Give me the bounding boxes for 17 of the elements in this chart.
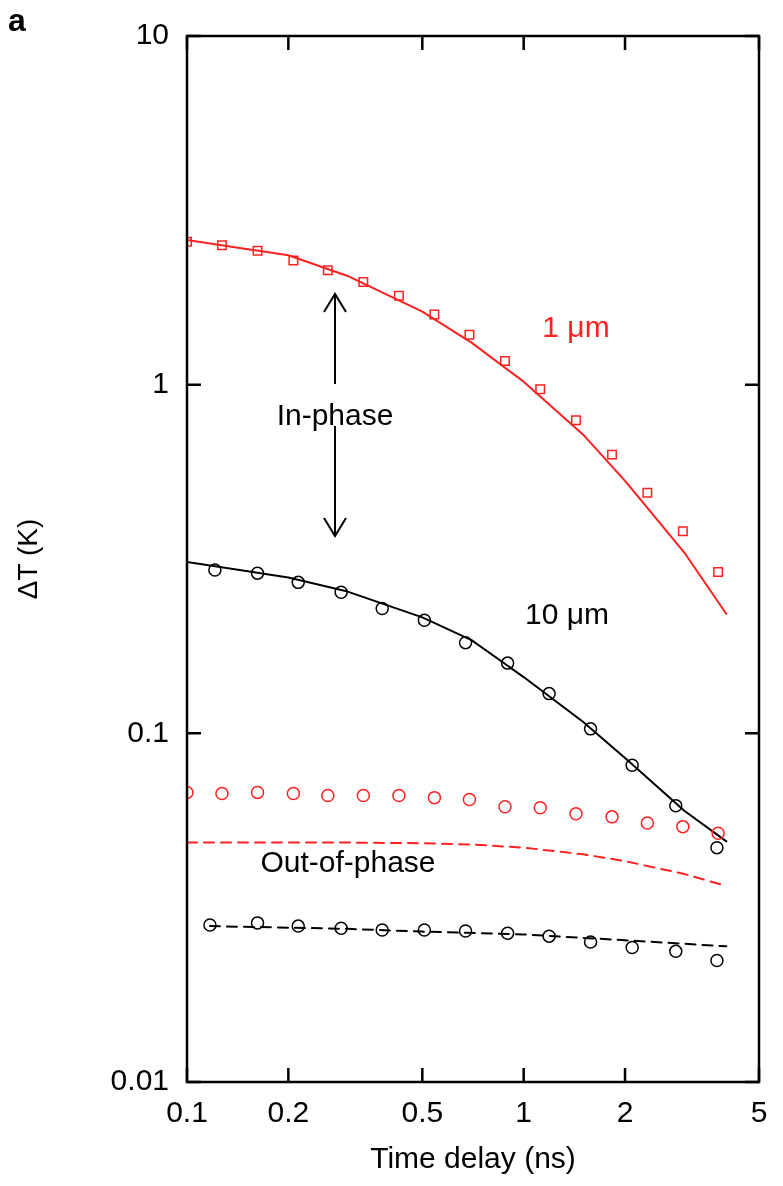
y-tick-label: 10 — [135, 17, 169, 51]
x-axis-title: Time delay (ns) — [370, 1141, 576, 1175]
y-tick-label: 1 — [152, 365, 169, 399]
annotation: Out-of-phase — [260, 844, 436, 880]
text: a — [8, 2, 26, 38]
y-tick-label: 0.1 — [127, 714, 169, 748]
x-tick-label: 0.2 — [267, 1095, 310, 1129]
x-tick-label: 0.5 — [401, 1095, 444, 1129]
x-tick-label: 0.1 — [166, 1095, 208, 1129]
x-tick-label: 2 — [616, 1095, 634, 1129]
series-label: 1 μm — [542, 309, 610, 343]
x-tick-label: 5 — [750, 1095, 768, 1129]
series-label: 10 μm — [525, 596, 610, 630]
y-tick-label: 0.01 — [110, 1063, 169, 1097]
y-axis-title: ΔT (K) — [11, 518, 43, 600]
annotation: In-phase — [276, 397, 394, 433]
x-tick-label: 1 — [515, 1095, 533, 1129]
